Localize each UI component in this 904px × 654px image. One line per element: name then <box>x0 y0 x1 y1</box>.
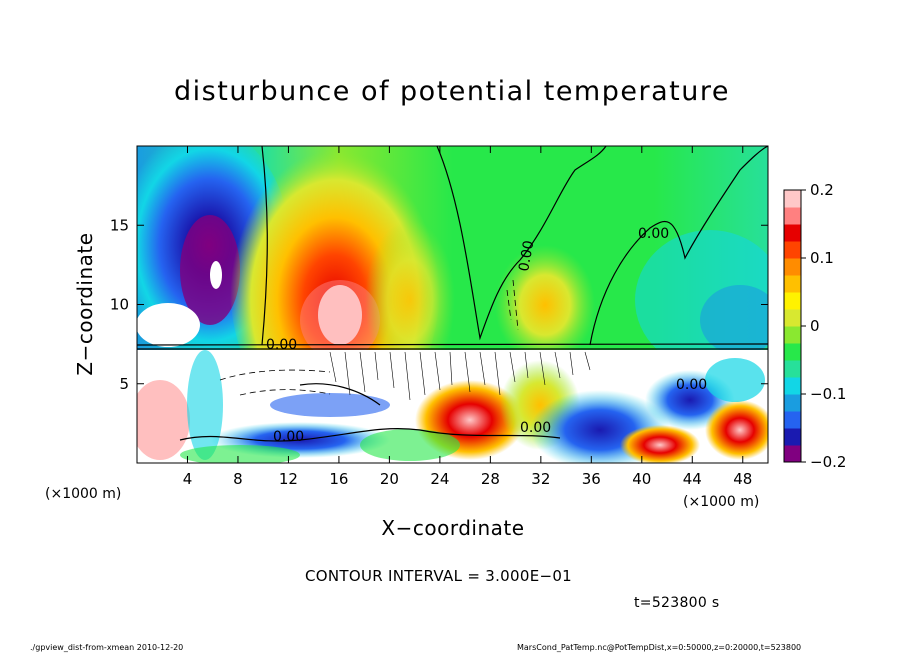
contour-interval-text: CONTOUR INTERVAL = 3.000E−01 <box>305 567 573 585</box>
colorbar-swatch <box>784 190 801 208</box>
colorbar-tick-label: 0 <box>810 317 820 335</box>
contour-label: 0.00 <box>273 429 304 445</box>
contour-labels: 0.00 0.00 0.00 0.00 0.00 0.00 <box>266 226 707 445</box>
x-tick-label: 20 <box>380 470 399 488</box>
x-tick-label: 8 <box>233 470 243 488</box>
colorbar-swatch <box>784 258 801 276</box>
y-tick-label: 5 <box>119 375 129 393</box>
contour-label: 0.00 <box>266 337 297 353</box>
colorbar-tick-label: −0.1 <box>810 385 846 403</box>
y-tick-label: 10 <box>110 296 129 314</box>
colorbar-swatch <box>784 207 801 225</box>
chart-title: disturbunce of potential temperature <box>174 76 730 107</box>
colorbar-swatch <box>784 360 801 378</box>
colorbar-swatch <box>784 377 801 395</box>
y-axis-label: Z−coordinate <box>73 232 97 375</box>
footer-left-text: ./gpview_dist-from-xmean 2010-12-20 <box>30 643 184 652</box>
colorbar-swatch <box>784 275 801 293</box>
colorbar-tick-label: 0.2 <box>810 181 834 199</box>
x-tick-label: 44 <box>683 470 702 488</box>
colorbar-swatch <box>784 224 801 242</box>
x-tick-label: 12 <box>279 470 298 488</box>
heatmap-field <box>137 146 768 463</box>
x-tick-label: 36 <box>582 470 601 488</box>
colorbar-swatch <box>784 394 801 412</box>
contour-label: 0.00 <box>516 239 537 272</box>
footer-right-text: MarsCond_PatTemp.nc@PotTempDist,x=0:5000… <box>517 643 802 652</box>
colorbar-tick-label: −0.2 <box>810 453 846 471</box>
x-tick-label: 48 <box>733 470 752 488</box>
x-tick-label: 40 <box>632 470 651 488</box>
x-tick-label: 28 <box>481 470 500 488</box>
colorbar-swatch <box>784 326 801 344</box>
colorbar-swatch <box>784 428 801 446</box>
contour-label: 0.00 <box>520 420 551 436</box>
colorbar-swatch <box>784 309 801 327</box>
x-tick-label: 16 <box>329 470 348 488</box>
colorbar-swatch <box>784 292 801 310</box>
contour-label: 0.00 <box>638 226 669 242</box>
colorbar-tick-label: 0.1 <box>810 249 834 267</box>
time-label: t=523800 s <box>634 595 720 611</box>
y-axis: 5 10 15 <box>110 216 768 393</box>
x-axis-label: X−coordinate <box>381 516 524 540</box>
colorbar-swatch <box>784 241 801 259</box>
x-axis-unit: (×1000 m) <box>683 494 759 510</box>
colorbar-swatch <box>784 445 801 463</box>
colorbar-swatch <box>784 343 801 361</box>
y-axis-unit: (×1000 m) <box>45 486 121 502</box>
colorbar-swatch <box>784 411 801 429</box>
x-tick-label: 24 <box>430 470 449 488</box>
contour-label: 0.00 <box>676 377 707 393</box>
x-tick-label: 4 <box>183 470 193 488</box>
x-axis: 4 8 12 16 20 24 28 32 36 40 44 48 <box>183 146 752 488</box>
colorbar: 0.2 0.1 0 −0.1 −0.2 <box>783 181 846 471</box>
x-tick-label: 32 <box>531 470 550 488</box>
y-tick-label: 15 <box>110 216 129 234</box>
